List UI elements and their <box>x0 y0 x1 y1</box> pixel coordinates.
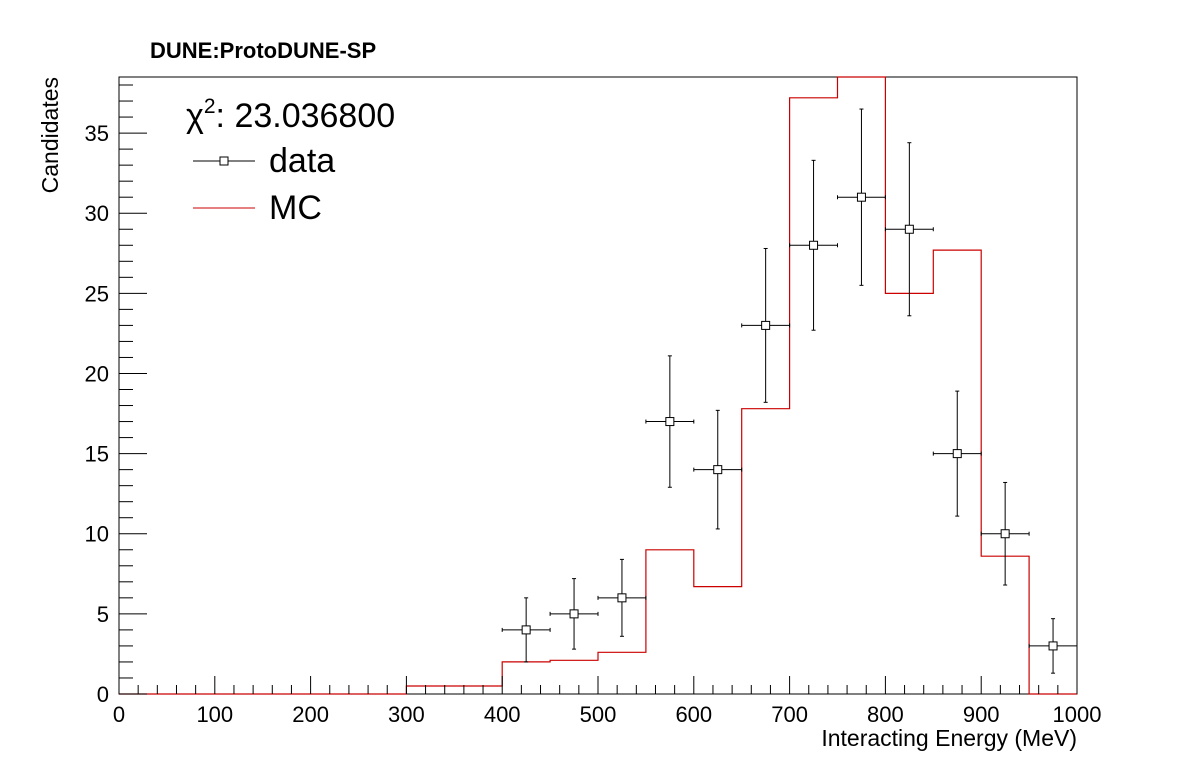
data-marker <box>617 593 627 603</box>
y-tick-label: 20 <box>85 361 109 386</box>
y-tick-label: 30 <box>85 201 109 226</box>
data-point <box>501 597 551 663</box>
legend-mc-label: MC <box>269 189 322 227</box>
legend-stat-chi: χ <box>186 97 204 135</box>
data-point <box>837 108 886 286</box>
legend-stat: χ2: 23.036800 <box>186 95 395 135</box>
data-point <box>789 159 838 331</box>
x-tick-label: 300 <box>388 702 425 727</box>
mc-histogram <box>119 76 1077 695</box>
y-tick-label: 35 <box>85 121 109 146</box>
data-marker <box>1000 529 1010 539</box>
data-point <box>884 142 934 317</box>
data-point <box>1028 618 1078 674</box>
legend-stat-value: : 23.036800 <box>216 97 396 135</box>
data-marker <box>952 449 962 459</box>
x-tick-label: 200 <box>292 702 329 727</box>
x-tick-label: 900 <box>963 702 1000 727</box>
y-tick-label: 10 <box>85 522 109 547</box>
data-point <box>693 409 743 530</box>
data-marker <box>713 465 723 475</box>
data-point <box>980 481 1030 586</box>
data-point <box>932 390 982 517</box>
data-point <box>741 247 791 403</box>
legend-data-label: data <box>269 142 335 180</box>
x-tick-label: 600 <box>675 702 712 727</box>
x-tick-label: 100 <box>196 702 233 727</box>
x-tick-label: 500 <box>580 702 617 727</box>
data-point <box>597 558 647 637</box>
data-marker <box>665 417 675 427</box>
plot-frame <box>118 76 1078 695</box>
x-tick-label: 400 <box>484 702 521 727</box>
data-point <box>549 578 599 650</box>
data-marker <box>761 320 771 330</box>
x-tick-label: 0 <box>113 702 125 727</box>
data-marker <box>904 224 914 234</box>
chart-title: DUNE:ProtoDUNE-SP <box>150 38 376 63</box>
data-marker <box>809 240 819 250</box>
data-marker <box>856 192 866 202</box>
data-marker <box>521 625 531 635</box>
data-point <box>645 355 695 488</box>
x-tick-label: 800 <box>867 702 904 727</box>
y-tick-label: 0 <box>97 682 109 707</box>
y-axis-title: Candidates <box>37 77 63 193</box>
y-tick-label: 5 <box>97 602 109 627</box>
x-tick-label: 1000 <box>1053 702 1102 727</box>
x-axis-title: Interacting Energy (MeV) <box>821 725 1077 751</box>
mc-step-line <box>119 76 1077 695</box>
x-tick-label: 700 <box>771 702 808 727</box>
axes: 0 100 200 300 400 500 600 700 800 900 1000 0 5 10 15 20… <box>85 84 1102 727</box>
y-tick-label: 15 <box>85 442 109 467</box>
legend-data-marker <box>219 156 229 166</box>
y-tick-label: 25 <box>85 281 109 306</box>
data-marker <box>569 609 579 619</box>
legend-stat-sup: 2 <box>204 95 216 118</box>
legend: χ2: 23.036800 data MC <box>186 95 395 227</box>
data-points <box>501 108 1078 674</box>
data-marker <box>1048 641 1058 651</box>
